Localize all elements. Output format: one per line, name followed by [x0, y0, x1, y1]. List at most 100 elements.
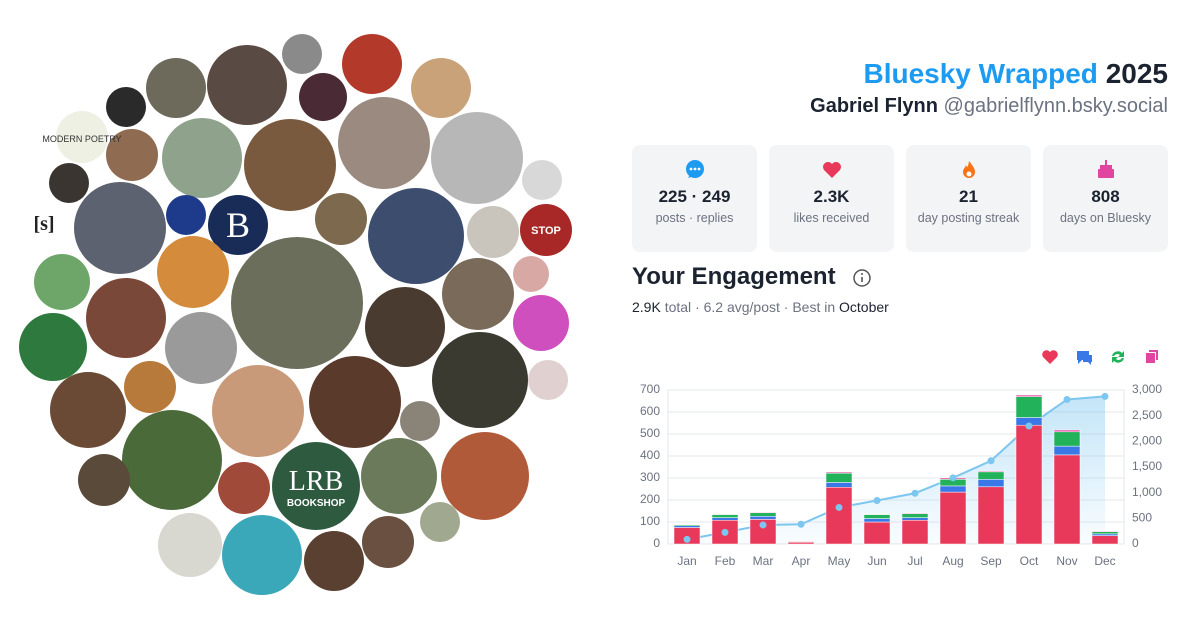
bar-segment — [1091, 535, 1119, 545]
bar-segment — [787, 541, 815, 545]
stat-label: days on Bluesky — [1059, 211, 1152, 225]
title: Bluesky Wrapped 2025 — [863, 58, 1168, 90]
avatar-text: MODERN POETRY — [42, 134, 121, 144]
bar-segment — [1091, 531, 1119, 535]
stat-value: 21 — [959, 187, 978, 206]
bar-segment — [825, 471, 853, 474]
bar-segment — [1091, 530, 1119, 532]
x-tick-label: Sep — [980, 554, 1002, 568]
x-tick-label: Oct — [1020, 554, 1039, 568]
stat-icon — [686, 160, 704, 178]
cumulative-point — [1025, 422, 1033, 430]
legend-icon[interactable] — [1077, 351, 1092, 365]
x-tick-label: Feb — [715, 554, 736, 568]
avatar-text: B — [226, 205, 250, 245]
x-tick-label: Mar — [753, 554, 774, 568]
stat-card: 225 · 249 posts · replies — [632, 145, 757, 252]
y2-tick-label: 0 — [1132, 536, 1139, 550]
avatars — [19, 34, 572, 595]
y2-tick-label: 2,000 — [1132, 434, 1162, 448]
y-tick-label: 500 — [640, 426, 660, 440]
y2-tick-label: 3,000 — [1132, 382, 1162, 396]
avatar-collage: MODERN POETRY [s] B STOP LRB BOOKSHOP — [19, 34, 572, 595]
cumulative-point — [1101, 392, 1109, 400]
cumulative-point — [797, 520, 805, 528]
y-tick-label: 700 — [640, 382, 660, 396]
bar-segment — [1015, 424, 1043, 545]
y-tick-label: 0 — [653, 536, 660, 550]
y2-tick-label: 1,000 — [1132, 485, 1162, 499]
bar-segment — [711, 514, 739, 518]
legend-glyph — [1042, 350, 1058, 364]
legend-icon[interactable] — [1146, 350, 1158, 363]
cumulative-point — [721, 528, 729, 536]
bar-segment — [863, 518, 891, 523]
stat-icon — [823, 162, 841, 178]
x-tick-label: Apr — [792, 554, 811, 568]
bar-segment — [1053, 445, 1081, 456]
summary-best: October — [839, 299, 889, 315]
bar-segment — [1053, 429, 1081, 433]
stat-icon — [1098, 160, 1114, 178]
stat-card: 808 days on Bluesky — [1043, 145, 1168, 252]
stat-label: posts · replies — [655, 211, 734, 225]
info-icon[interactable] — [852, 268, 872, 288]
y-tick-label: 200 — [640, 492, 660, 506]
cumulative-point — [949, 474, 957, 482]
profile: Gabriel Flynn @gabrielflynn.bsky.social — [810, 95, 1168, 118]
bar-segment — [939, 485, 967, 493]
avatar-text: STOP — [531, 225, 561, 237]
bar-segment — [977, 470, 1005, 473]
bar-segment — [863, 514, 891, 519]
bar-segment — [901, 517, 929, 521]
x-tick-label: Dec — [1094, 554, 1115, 568]
bar-segment — [1091, 533, 1119, 536]
bar-segment — [749, 511, 777, 514]
cumulative-point — [873, 496, 881, 504]
legend-glyph — [1077, 351, 1092, 365]
bar-segment — [1015, 396, 1043, 418]
profile-name: Gabriel Flynn — [810, 95, 938, 117]
bar-segment — [711, 517, 739, 521]
bar-segment — [863, 521, 891, 545]
x-tick-label: Jun — [867, 554, 886, 568]
legend-glyph — [1112, 351, 1124, 363]
bar-segment — [901, 512, 929, 514]
bar-segment — [901, 513, 929, 518]
y2-tick-label: 2,500 — [1132, 408, 1162, 422]
bar-segment — [673, 525, 701, 528]
bar-segment — [901, 519, 929, 545]
title-brand: Bluesky Wrapped — [863, 58, 1098, 89]
bar-segment — [825, 486, 853, 545]
x-tick-label: Nov — [1056, 554, 1077, 568]
y-tick-label: 400 — [640, 448, 660, 462]
bar-segment — [749, 512, 777, 517]
bar-segment — [825, 482, 853, 488]
bar-segment — [749, 516, 777, 520]
cumulative-point — [759, 521, 767, 529]
y2-tick-label: 500 — [1132, 511, 1152, 525]
title-year: 2025 — [1105, 58, 1168, 89]
y-tick-label: 100 — [640, 514, 660, 528]
stat-card: 2.3K likes received — [769, 145, 894, 252]
bar-segment — [977, 479, 1005, 488]
y-tick-label: 600 — [640, 404, 660, 418]
avatar-text: LRB — [289, 466, 343, 497]
section-title: Your Engagement — [632, 263, 836, 290]
cumulative-point — [911, 489, 919, 497]
cumulative-point — [835, 503, 843, 511]
stat-value: 225 · 249 — [658, 187, 731, 206]
legend-icon[interactable] — [1042, 350, 1058, 364]
legend-icon[interactable] — [1112, 351, 1124, 363]
bar-segment — [977, 486, 1005, 545]
x-tick-label: Jul — [907, 554, 922, 568]
y-tick-label: 300 — [640, 470, 660, 484]
stat-label: likes received — [793, 211, 870, 225]
bar-segment — [1015, 394, 1043, 397]
avatar-text: [s] — [33, 213, 54, 235]
stat-card: 21 day posting streak — [906, 145, 1031, 252]
x-tick-label: Jan — [677, 554, 696, 568]
summary-text: total · 6.2 avg/post · Best in — [664, 299, 836, 315]
cumulative-point — [683, 535, 691, 543]
